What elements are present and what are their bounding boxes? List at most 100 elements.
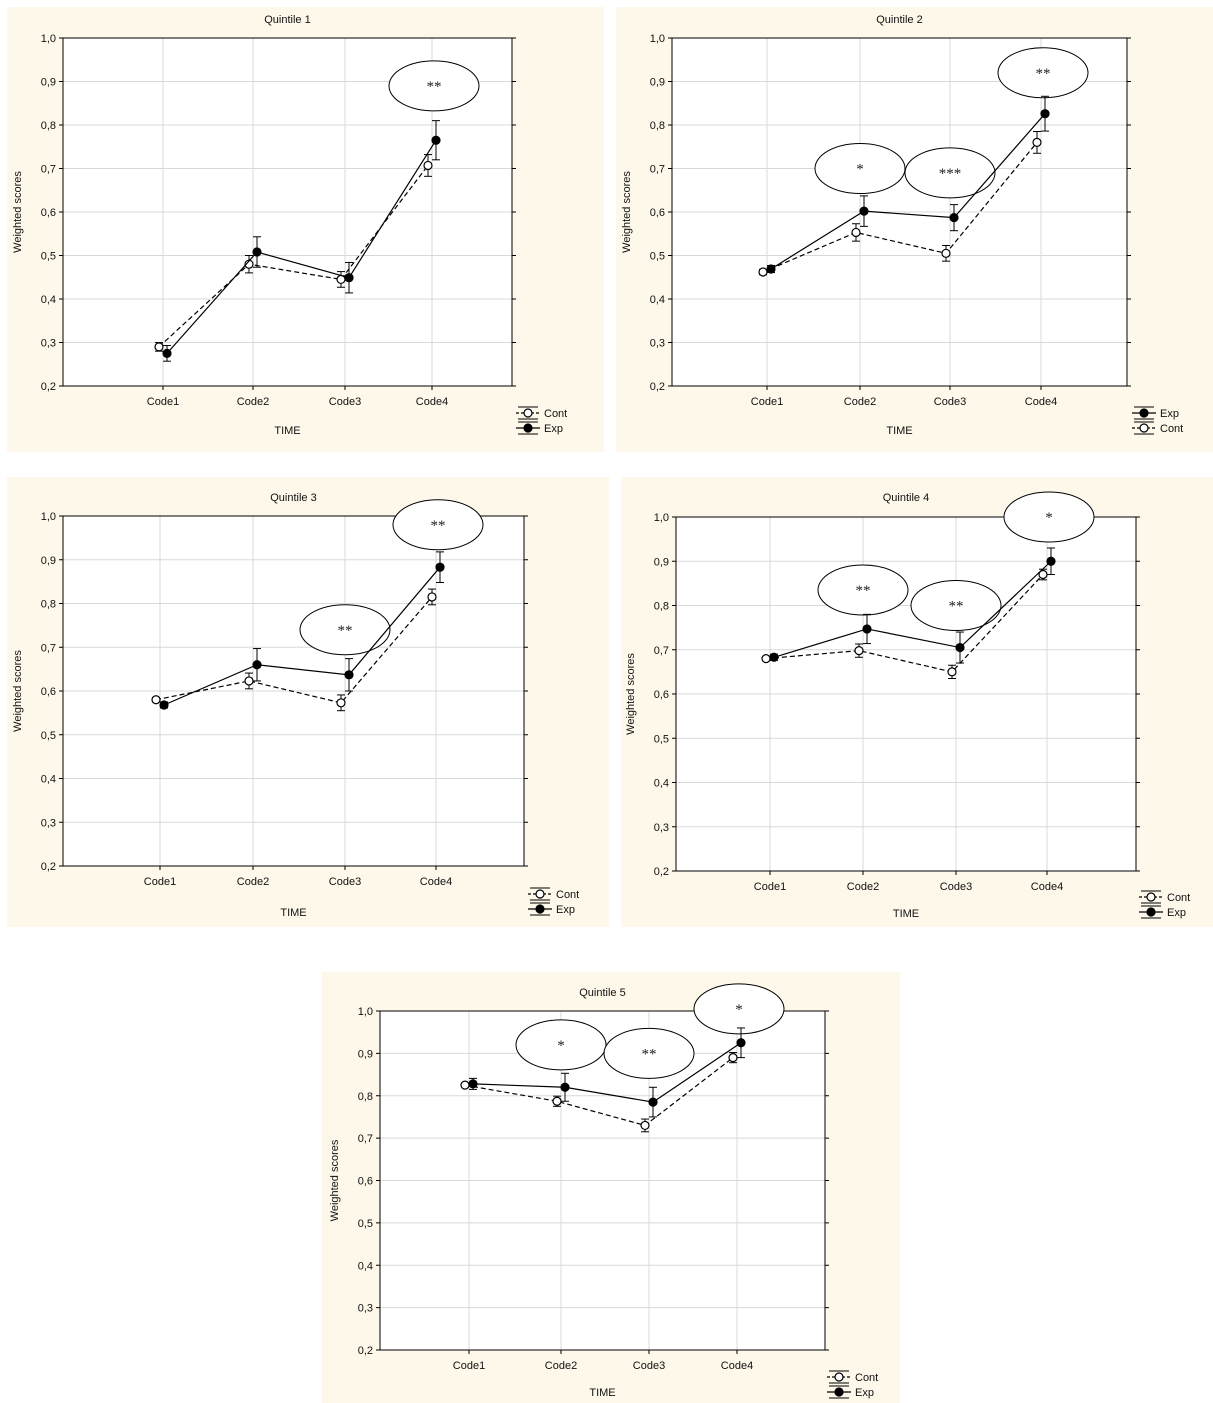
series-line-cont — [155, 596, 433, 704]
y-tick-label: 0,3 — [650, 338, 665, 350]
y-axis-label: Weighted scores — [621, 171, 633, 253]
x-tick-label: Code4 — [1031, 881, 1063, 893]
legend-label-cont: Cont — [855, 1372, 878, 1384]
data-point-cont — [947, 667, 957, 677]
data-point-cont — [154, 342, 164, 352]
x-axis-label: TIME — [893, 908, 919, 920]
y-tick-label: 0,4 — [41, 294, 56, 306]
data-point-exp — [252, 247, 262, 257]
y-tick-label: 0,2 — [41, 861, 56, 873]
y-tick-label: 0,4 — [654, 778, 669, 790]
data-point-cont — [728, 1053, 738, 1063]
significance-label: ** — [427, 79, 442, 95]
significance-label: ** — [338, 623, 353, 639]
y-tick-label: 0,7 — [358, 1133, 373, 1145]
x-tick-label: Code2 — [844, 396, 876, 408]
legend-marker-cont — [834, 1372, 844, 1382]
data-point-exp — [949, 213, 959, 223]
y-tick-label: 0,4 — [650, 294, 665, 306]
series-line-cont — [464, 1057, 734, 1127]
x-tick-label: Code3 — [934, 396, 966, 408]
x-tick-label: Code1 — [751, 396, 783, 408]
legend-marker-cont — [523, 408, 533, 418]
y-tick-label: 0,4 — [358, 1260, 373, 1272]
significance-ellipse — [904, 147, 996, 199]
x-tick-label: Code1 — [754, 881, 786, 893]
data-point-exp — [766, 264, 776, 274]
y-tick-label: 0,3 — [358, 1303, 373, 1315]
y-tick-label: 0,7 — [654, 645, 669, 657]
data-point-exp — [859, 206, 869, 216]
y-tick-label: 0,5 — [654, 733, 669, 745]
data-point-cont — [552, 1096, 562, 1106]
chart-svg: 0,2 0,3 0,4 0,5 0,6 0,7 0,8 0,9 1,0 Code1 Code2 Cod… — [621, 14, 1183, 437]
data-point-exp — [736, 1038, 746, 1048]
y-tick-label: 0,9 — [654, 556, 669, 568]
significance-ellipse — [814, 143, 906, 194]
y-tick-label: 0,2 — [41, 381, 56, 393]
x-tick-label: Code4 — [416, 396, 448, 408]
legend-label-exp: Exp — [544, 423, 563, 435]
plot-border — [675, 516, 1137, 872]
x-tick-label: Code4 — [1025, 396, 1057, 408]
y-tick-label: 0,5 — [358, 1218, 373, 1230]
data-point-exp — [862, 624, 872, 634]
legend-label-exp: Exp — [1167, 907, 1186, 919]
chart-title: Quintile 3 — [270, 492, 316, 504]
x-axis-label: TIME — [886, 425, 912, 437]
x-axis-label: TIME — [589, 1387, 615, 1399]
legend-label-cont: Cont — [544, 408, 567, 420]
data-point-cont — [758, 267, 768, 277]
chart-svg: 0,2 0,3 0,4 0,5 0,6 0,7 0,8 0,9 1,0 Code1 Code2 Cod… — [12, 14, 567, 437]
significance-label: * — [856, 162, 864, 178]
y-tick-label: 0,5 — [650, 251, 665, 263]
data-point-exp — [648, 1097, 658, 1107]
significance-ellipse — [910, 580, 1002, 631]
y-tick-label: 0,2 — [654, 866, 669, 878]
data-point-exp — [769, 652, 779, 662]
y-tick-label: 1,0 — [41, 511, 56, 523]
y-tick-label: 0,9 — [358, 1048, 373, 1060]
data-point-exp — [431, 135, 441, 145]
chart-panel-quintile-2: 0,2 0,3 0,4 0,5 0,6 0,7 0,8 0,9 1,0 Code1 Code2 Cod… — [616, 7, 1213, 452]
y-tick-label: 0,3 — [41, 338, 56, 350]
chart-title: Quintile 4 — [883, 492, 929, 504]
legend-marker-exp — [523, 423, 533, 433]
x-tick-label: Code1 — [144, 876, 176, 888]
y-tick-label: 0,9 — [650, 77, 665, 89]
data-point-exp — [344, 273, 354, 283]
x-tick-label: Code1 — [453, 1360, 485, 1372]
data-point-exp — [159, 700, 169, 710]
significance-ellipse — [392, 499, 484, 551]
chart-panel-quintile-5: 0,2 0,3 0,4 0,5 0,6 0,7 0,8 0,9 1,0 Code1 Code2 Cod… — [322, 972, 900, 1403]
significance-ellipse — [997, 47, 1089, 99]
legend-marker-exp — [834, 1387, 844, 1397]
legend-label-cont: Cont — [1167, 892, 1190, 904]
series-line-exp — [163, 566, 441, 706]
y-tick-label: 0,8 — [41, 120, 56, 132]
y-tick-label: 0,2 — [358, 1345, 373, 1357]
data-point-cont — [941, 248, 951, 258]
data-point-exp — [468, 1079, 478, 1089]
y-tick-label: 0,9 — [41, 555, 56, 567]
data-point-cont — [761, 654, 771, 664]
y-tick-label: 0,6 — [41, 207, 56, 219]
y-tick-label: 0,9 — [41, 77, 56, 89]
significance-label: * — [1045, 510, 1053, 526]
y-tick-label: 1,0 — [358, 1006, 373, 1018]
chart-panel-quintile-1: 0,2 0,3 0,4 0,5 0,6 0,7 0,8 0,9 1,0 Code1 Code2 Cod… — [7, 7, 604, 452]
series-line-cont — [158, 165, 429, 348]
significance-label: *** — [939, 166, 962, 182]
series-line-exp — [770, 113, 1046, 270]
y-tick-label: 1,0 — [650, 33, 665, 45]
chart-svg: 0,2 0,3 0,4 0,5 0,6 0,7 0,8 0,9 1,0 Code1 Code2 Cod… — [625, 491, 1190, 920]
series-line-exp — [773, 560, 1052, 658]
significance-label: ** — [642, 1046, 657, 1062]
y-tick-label: 0,7 — [41, 642, 56, 654]
x-tick-label: Code3 — [329, 396, 361, 408]
significance-label: * — [735, 1002, 743, 1018]
data-point-cont — [244, 676, 254, 686]
data-point-exp — [252, 660, 262, 670]
data-point-cont — [1032, 137, 1042, 147]
data-point-cont — [640, 1120, 650, 1131]
